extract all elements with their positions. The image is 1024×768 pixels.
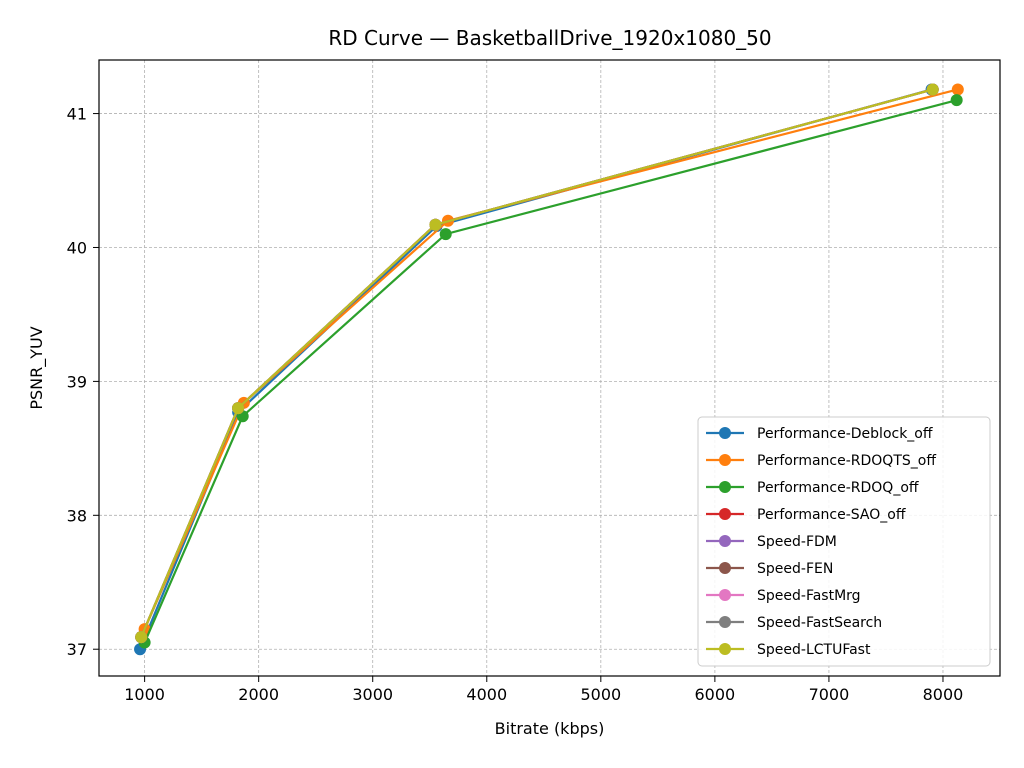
data-point — [951, 83, 964, 96]
y-tick-label: 38 — [67, 506, 87, 525]
legend-box — [697, 416, 991, 667]
y-tick-label: 39 — [67, 372, 87, 391]
legend-label: Performance-SAO_off — [757, 507, 906, 523]
legend-marker — [719, 589, 731, 601]
legend-label: Speed-FastSearch — [757, 615, 882, 631]
legend-marker — [719, 481, 731, 493]
data-point — [135, 631, 148, 644]
data-point — [232, 402, 245, 415]
legend-entry: Performance-RDOQTS_off — [706, 453, 936, 469]
y-tick-label: 41 — [67, 105, 87, 124]
legend-entry: Speed-FastSearch — [706, 615, 882, 631]
series-line — [143, 99, 957, 643]
legend-marker — [719, 562, 731, 574]
x-axis-label: Bitrate (kbps) — [495, 719, 605, 738]
legend-entry: Performance-SAO_off — [706, 507, 906, 523]
legend-entry: Speed-FDM — [706, 534, 837, 550]
legend-marker — [719, 508, 731, 520]
legend-label: Speed-LCTUFast — [757, 642, 871, 658]
legend: Performance-Deblock_off Performance-RDOQT… — [697, 416, 991, 667]
legend-marker — [719, 643, 731, 655]
legend-label: Performance-RDOQ_off — [757, 480, 919, 496]
series-line — [143, 88, 959, 630]
data-point — [950, 94, 963, 107]
legend-entry: Speed-FEN — [706, 561, 833, 577]
y-axis-label: PSNR_YUV — [27, 326, 47, 409]
legend-entry: Performance-Deblock_off — [706, 426, 933, 442]
legend-entry: Performance-RDOQ_off — [706, 480, 919, 496]
chart-title: RD Curve — BasketballDrive_1920x1080_50 — [328, 26, 771, 50]
legend-marker — [719, 454, 731, 466]
legend-label: Speed-FDM — [757, 534, 837, 550]
x-tick-label: 8000 — [923, 685, 964, 704]
legend-label: Speed-FastMrg — [757, 588, 861, 604]
data-point — [926, 83, 939, 96]
x-tick-label: 7000 — [809, 685, 850, 704]
y-tick-label: 40 — [67, 238, 87, 257]
series-8 — [135, 83, 939, 644]
legend-label: Performance-RDOQTS_off — [757, 453, 936, 469]
x-tick-label: 6000 — [695, 685, 736, 704]
series-layer — [134, 83, 964, 656]
x-tick-label: 2000 — [238, 685, 279, 704]
legend-label: Speed-FEN — [757, 561, 833, 577]
x-tick-label: 5000 — [580, 685, 621, 704]
legend-label: Performance-Deblock_off — [757, 426, 933, 442]
ticks: 1000 2000 3000 4000 5000 6000 7000 8000 37 38 39 40… — [67, 105, 964, 704]
x-tick-label: 3000 — [352, 685, 393, 704]
legend-entry: Speed-LCTUFast — [706, 642, 871, 658]
plot-frame — [98, 59, 1001, 677]
legend-marker — [719, 427, 731, 439]
series-line — [140, 88, 933, 638]
legend-marker — [719, 535, 731, 547]
data-point — [429, 218, 442, 231]
x-tick-label: 1000 — [124, 685, 165, 704]
y-tick-label: 37 — [67, 640, 87, 659]
legend-entry: Speed-FastMrg — [706, 588, 861, 604]
x-tick-label: 4000 — [466, 685, 507, 704]
data-point — [439, 228, 452, 241]
legend-marker — [719, 616, 731, 628]
